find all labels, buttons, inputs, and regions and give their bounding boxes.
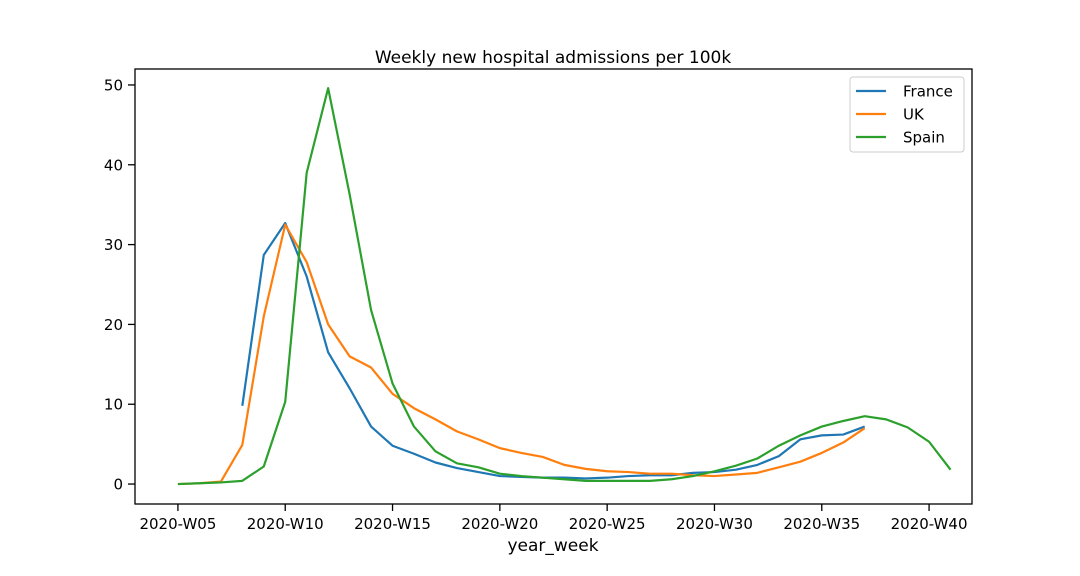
x-tick-label: 2020-W05 (139, 515, 216, 533)
plot-lines (177, 87, 952, 486)
y-tick-label: 30 (104, 236, 123, 254)
legend-label-spain: Spain (903, 129, 945, 147)
x-tick-label: 2020-W30 (676, 515, 753, 533)
series-line-france (241, 221, 866, 480)
series-line-spain (177, 87, 952, 486)
y-tick-label: 50 (104, 76, 123, 94)
chart-title: Weekly new hospital admissions per 100k (375, 48, 732, 68)
legend-label-france: France (903, 83, 953, 101)
y-tick-label: 40 (104, 156, 123, 174)
legend-label-uk: UK (903, 106, 925, 124)
y-tick-label: 20 (104, 316, 123, 334)
y-tick-label: 0 (113, 476, 123, 494)
x-tick-label: 2020-W10 (247, 515, 324, 533)
x-axis: 2020-W05 2020-W10 2020-W15 2020-W20 2020-W25… (139, 504, 968, 533)
legend: France UK Spain (849, 76, 965, 153)
plot-frame (134, 68, 973, 505)
y-axis: 0 10 20 30 40 50 (104, 76, 135, 494)
x-tick-label: 2020-W25 (569, 515, 646, 533)
y-tick-label: 10 (104, 396, 123, 414)
x-tick-label: 2020-W35 (783, 515, 860, 533)
x-tick-label: 2020-W40 (891, 515, 968, 533)
x-axis-title: year_week (507, 536, 598, 556)
x-tick-label: 2020-W20 (461, 515, 538, 533)
series-line-uk (177, 223, 866, 486)
x-tick-label: 2020-W15 (354, 515, 431, 533)
legend-box (849, 76, 965, 153)
